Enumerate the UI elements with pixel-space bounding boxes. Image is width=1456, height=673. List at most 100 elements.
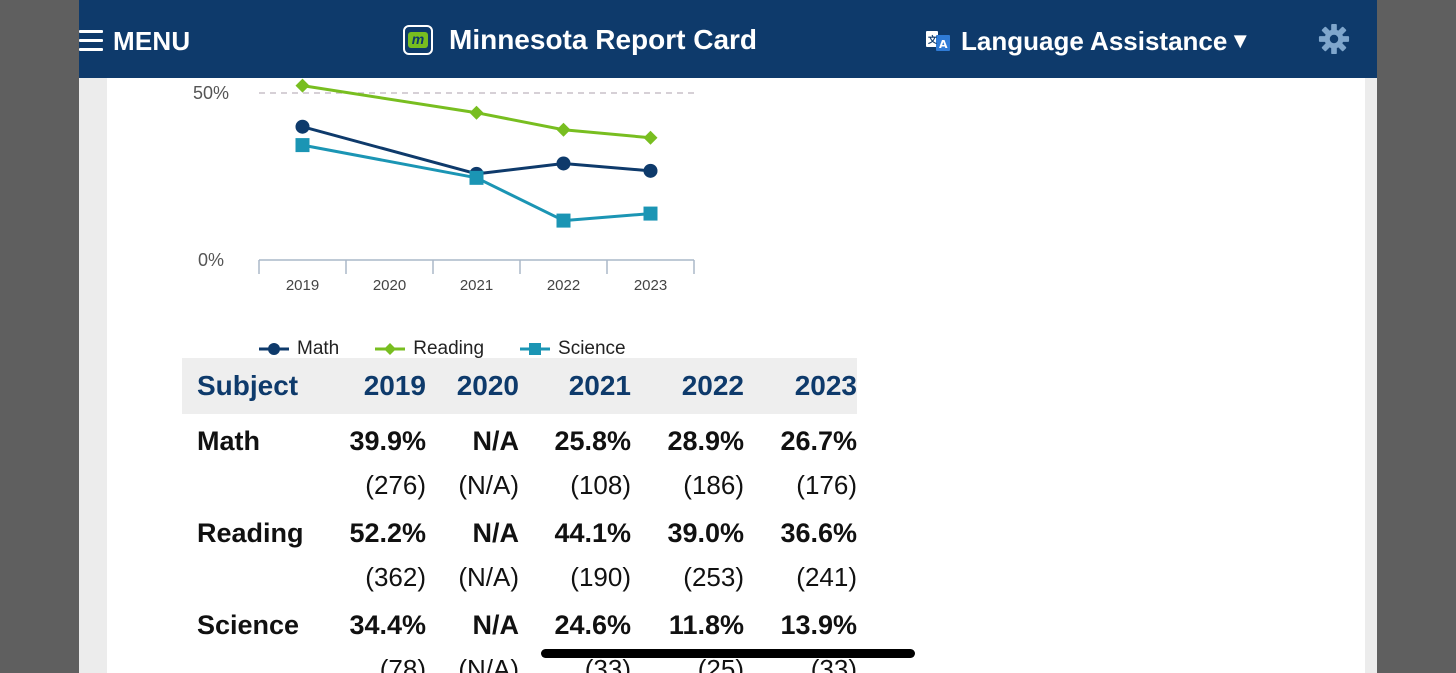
- table-cell: (190): [570, 562, 631, 592]
- table-cell: 26.7%: [780, 425, 857, 456]
- y-tick-label: 0%: [198, 250, 224, 270]
- legend-swatch-math: [259, 343, 289, 355]
- column-header-2021[interactable]: 2021: [568, 370, 631, 401]
- table-row-science-counts: (78) (N/A) (33) (25) (33): [182, 652, 857, 673]
- table-cell: (276): [365, 470, 426, 500]
- table-cell: 25.8%: [554, 425, 631, 456]
- x-tick-label: 2022: [547, 277, 580, 294]
- table-cell: (33): [584, 654, 631, 673]
- y-tick-label: 50%: [193, 83, 229, 103]
- site-brand-link[interactable]: m Minnesota Report Card: [403, 20, 757, 60]
- proficiency-table: Subject 2019 2020 2021 2022 2023 Math 39…: [182, 358, 857, 673]
- x-tick-label: 2021: [460, 277, 493, 294]
- x-tick-label: 2019: [286, 277, 319, 294]
- table-cell: (78): [379, 654, 426, 673]
- column-header-subject[interactable]: Subject: [197, 370, 299, 401]
- column-header-2020[interactable]: 2020: [456, 370, 519, 401]
- table-cell: (N/A): [458, 562, 519, 592]
- x-tick-label: 2020: [373, 277, 406, 294]
- browser-page: MENU m Minnesota Report Card 文 A Languag…: [79, 0, 1377, 673]
- table-cell: (33): [810, 654, 857, 673]
- table-cell: 34.4%: [349, 609, 426, 640]
- table-row-reading-percent: Reading 52.2% N/A 44.1% 39.0% 36.6%: [182, 506, 857, 560]
- right-page-margin: [1365, 78, 1377, 673]
- column-header-2019[interactable]: 2019: [363, 370, 426, 401]
- table-cell: (186): [683, 470, 744, 500]
- table-row-science-percent: Science 34.4% N/A 24.6% 11.8% 13.9%: [182, 598, 857, 652]
- legend-label-math: Math: [297, 338, 340, 359]
- logo-letter: m: [408, 32, 428, 48]
- table-cell: N/A: [472, 425, 520, 456]
- svg-text:文: 文: [927, 34, 938, 46]
- table-cell-empty: [182, 652, 320, 673]
- table-cell: (25): [697, 654, 744, 673]
- table-cell-empty: [182, 560, 320, 598]
- reading-data-point: [295, 78, 310, 93]
- math-data-point: [556, 156, 571, 171]
- table-cell: (241): [796, 562, 857, 592]
- table-cell: 24.6%: [554, 609, 631, 640]
- table-cell: N/A: [472, 609, 520, 640]
- table-cell: 13.9%: [780, 609, 857, 640]
- table-header-row: Subject 2019 2020 2021 2022 2023: [182, 358, 857, 414]
- table-cell: (253): [683, 562, 744, 592]
- line-chart-svg: 50% 0% 2019 2020 2021 2022 2023: [193, 78, 695, 294]
- legend-item-reading[interactable]: Reading: [375, 338, 484, 360]
- site-title: Minnesota Report Card: [449, 24, 758, 55]
- math-series-line: [302, 125, 651, 176]
- scroll-indicator-bar: [541, 649, 915, 658]
- science-data-point: [295, 138, 310, 153]
- table-cell: (176): [796, 470, 857, 500]
- table-cell: (N/A): [458, 654, 519, 673]
- proficiency-line-chart: 50% 0% 2019 2020 2021 2022 2023: [179, 78, 699, 303]
- row-label-reading: Reading: [197, 517, 304, 548]
- settings-button[interactable]: [1317, 22, 1351, 56]
- column-header-2022[interactable]: 2022: [681, 370, 744, 401]
- reading-data-point: [643, 130, 658, 145]
- table-cell: (N/A): [458, 470, 519, 500]
- table-cell: 39.9%: [349, 425, 426, 456]
- table-row-math-counts: (276) (N/A) (108) (186) (176): [182, 468, 857, 506]
- legend-item-science[interactable]: Science: [520, 338, 626, 360]
- legend-swatch-reading: [375, 343, 406, 355]
- left-page-margin: [79, 78, 107, 673]
- hamburger-icon: [79, 28, 103, 54]
- column-header-2023[interactable]: 2023: [794, 370, 857, 401]
- science-data-point: [556, 213, 571, 228]
- reading-data-point: [556, 122, 571, 137]
- reading-series-line: [302, 84, 651, 140]
- legend-swatch-science: [520, 343, 551, 355]
- table-row-math-percent: Math 39.9% N/A 25.8% 28.9% 26.7%: [182, 414, 857, 468]
- legend-label-science: Science: [558, 338, 626, 359]
- x-tick-label: 2023: [634, 277, 667, 294]
- translate-icon: 文 A: [926, 31, 950, 51]
- math-data-point: [295, 119, 310, 134]
- svg-text:A: A: [939, 38, 948, 51]
- science-series-line: [302, 143, 651, 223]
- minnesota-logo-icon: m: [403, 25, 433, 55]
- legend-label-reading: Reading: [413, 338, 485, 359]
- table-cell-empty: [182, 468, 320, 506]
- language-assistance-dropdown[interactable]: 文 A Language Assistance ▼: [925, 22, 1251, 60]
- science-data-point: [469, 170, 484, 185]
- row-label-math: Math: [197, 425, 260, 456]
- table-cell: 36.6%: [780, 517, 857, 548]
- menu-button[interactable]: MENU: [79, 22, 190, 60]
- menu-label: MENU: [113, 25, 191, 56]
- top-navigation-bar: MENU m Minnesota Report Card 文 A Languag…: [79, 0, 1377, 78]
- reading-data-point: [469, 105, 484, 120]
- table-cell: 28.9%: [667, 425, 744, 456]
- row-label-science: Science: [197, 609, 300, 640]
- table-cell: 44.1%: [554, 517, 631, 548]
- chart-legend: Math Reading Science: [259, 338, 626, 360]
- table-row-reading-counts: (362) (N/A) (190) (253) (241): [182, 560, 857, 598]
- language-assistance-label: Language Assistance: [961, 25, 1228, 56]
- math-data-point: [643, 163, 658, 178]
- table-cell: (362): [365, 562, 426, 592]
- table-cell: 52.2%: [349, 517, 426, 548]
- gear-icon: [1318, 23, 1350, 55]
- table-cell: N/A: [472, 517, 520, 548]
- legend-item-math[interactable]: Math: [259, 338, 339, 360]
- table-cell: 39.0%: [667, 517, 744, 548]
- table-cell: 11.8%: [668, 609, 744, 640]
